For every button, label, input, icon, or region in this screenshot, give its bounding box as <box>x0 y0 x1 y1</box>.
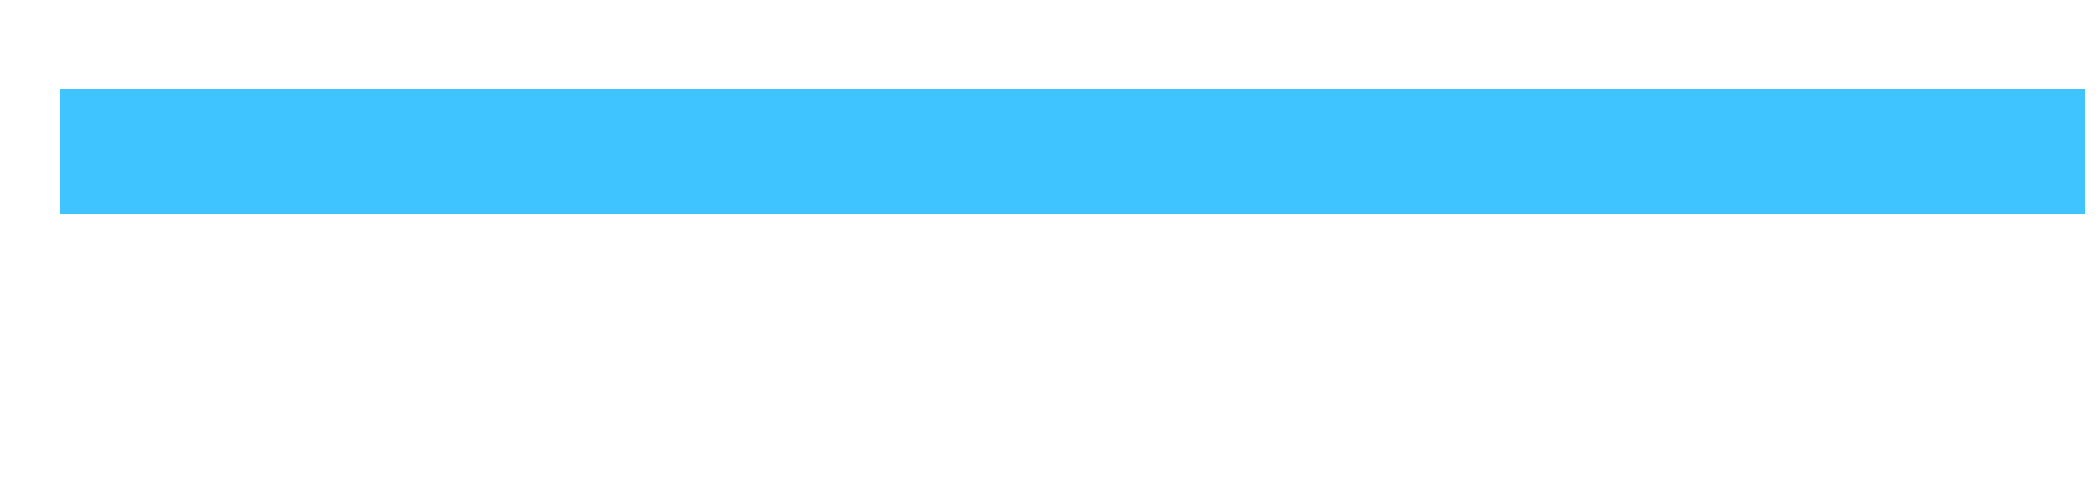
blue-banner <box>60 89 2085 214</box>
